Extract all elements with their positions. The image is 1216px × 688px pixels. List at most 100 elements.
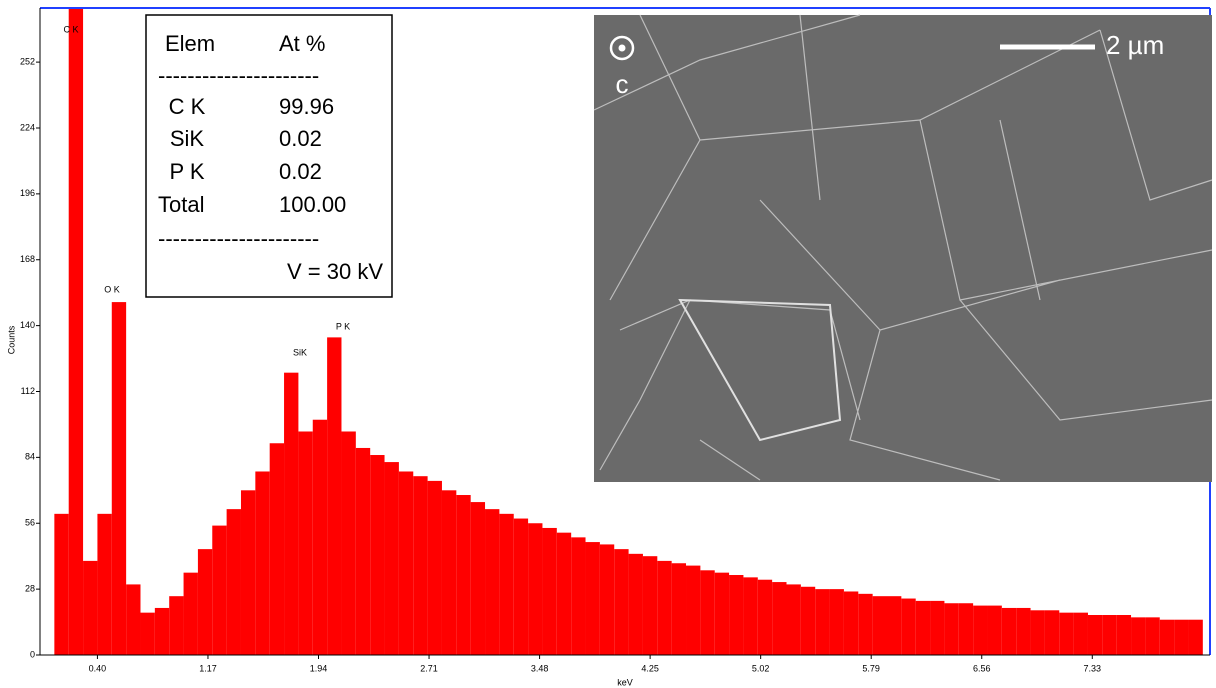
bar xyxy=(757,579,773,655)
bar xyxy=(815,589,830,655)
peak-label: P K xyxy=(336,321,350,331)
table-separator: ---------------------- xyxy=(158,226,319,251)
bar xyxy=(327,337,342,655)
bar xyxy=(599,544,615,655)
bar xyxy=(729,575,744,655)
table-cell: 0.02 xyxy=(279,126,322,151)
y-tick-label: 196 xyxy=(20,188,35,198)
bar xyxy=(126,584,141,655)
bar xyxy=(772,582,787,655)
bar xyxy=(154,607,170,655)
bar xyxy=(183,572,198,655)
bar xyxy=(355,447,371,655)
table-cell: C K xyxy=(169,94,206,119)
table-cell: Total xyxy=(158,192,204,217)
bar xyxy=(585,542,600,655)
bar xyxy=(97,513,112,655)
bar xyxy=(1102,615,1117,655)
bar xyxy=(456,495,471,655)
bar xyxy=(83,560,98,655)
x-tick-label: 4.25 xyxy=(641,663,659,673)
bar xyxy=(1145,617,1160,655)
bar xyxy=(370,455,385,655)
bar xyxy=(700,570,715,655)
bar xyxy=(1188,619,1203,655)
sem-texture xyxy=(593,14,1213,481)
bar xyxy=(212,525,227,655)
y-tick-label: 84 xyxy=(25,452,35,462)
bar xyxy=(843,591,859,655)
bar xyxy=(1116,615,1132,655)
bar xyxy=(269,443,285,655)
table-cell: 99.96 xyxy=(279,94,334,119)
bar xyxy=(800,586,816,655)
y-tick-label: 28 xyxy=(25,583,35,593)
bar xyxy=(226,509,241,655)
bar xyxy=(1001,607,1017,655)
bar xyxy=(1159,619,1175,655)
axis-symbol xyxy=(609,35,635,61)
axis-symbol-dot xyxy=(618,44,626,52)
x-tick-label: 7.33 xyxy=(1084,663,1102,673)
y-axis-label: Counts xyxy=(6,325,16,354)
bar xyxy=(901,598,916,655)
bar xyxy=(1174,619,1189,655)
bar xyxy=(470,502,486,655)
bar xyxy=(642,556,658,655)
bar xyxy=(68,8,84,655)
x-tick-label: 1.17 xyxy=(199,663,217,673)
bar xyxy=(973,605,988,655)
x-axis-label: keV xyxy=(617,677,633,687)
table-separator: ---------------------- xyxy=(158,63,319,88)
table-cell: SiK xyxy=(170,126,205,151)
table-box xyxy=(145,14,393,298)
y-tick-label: 224 xyxy=(20,122,35,132)
bar xyxy=(54,513,69,655)
y-tick-label: 140 xyxy=(20,320,35,330)
bar xyxy=(413,476,428,655)
bar xyxy=(958,603,974,655)
bar xyxy=(628,553,643,655)
x-tick-label: 1.94 xyxy=(310,663,328,673)
bar xyxy=(528,523,543,655)
bar xyxy=(858,593,873,655)
bar xyxy=(829,589,844,655)
bar xyxy=(384,462,399,655)
peak-label: C K xyxy=(63,24,78,34)
x-tick-label: 5.02 xyxy=(752,663,770,673)
bar xyxy=(571,537,586,655)
sem-image xyxy=(594,15,1212,482)
bar xyxy=(240,490,256,655)
bar xyxy=(556,532,572,655)
bar xyxy=(441,490,457,655)
bar xyxy=(140,612,155,655)
bar xyxy=(671,563,687,655)
bar xyxy=(786,584,801,655)
table-cell: P K xyxy=(169,159,204,184)
table-footer: V = 30 kV xyxy=(287,259,383,284)
bar xyxy=(398,471,414,655)
y-tick-label: 168 xyxy=(20,254,35,264)
x-tick-label: 6.56 xyxy=(973,663,991,673)
x-tick-label: 0.40 xyxy=(89,663,107,673)
bar xyxy=(872,596,887,655)
scale-bar-label: 2 µm xyxy=(1106,30,1164,60)
bar xyxy=(1131,617,1146,655)
bar xyxy=(657,560,672,655)
bar xyxy=(614,549,629,655)
y-tick-label: 0 xyxy=(30,649,35,659)
bar xyxy=(485,509,500,655)
bar xyxy=(542,527,557,655)
bar xyxy=(427,480,442,655)
bar xyxy=(987,605,1002,655)
bar xyxy=(1016,607,1031,655)
x-tick-label: 2.71 xyxy=(420,663,438,673)
bar xyxy=(886,596,902,655)
bar xyxy=(298,431,313,655)
bar xyxy=(169,596,184,655)
bar xyxy=(714,572,730,655)
bar xyxy=(1087,615,1103,655)
bar xyxy=(1073,612,1088,655)
bar xyxy=(915,600,931,655)
